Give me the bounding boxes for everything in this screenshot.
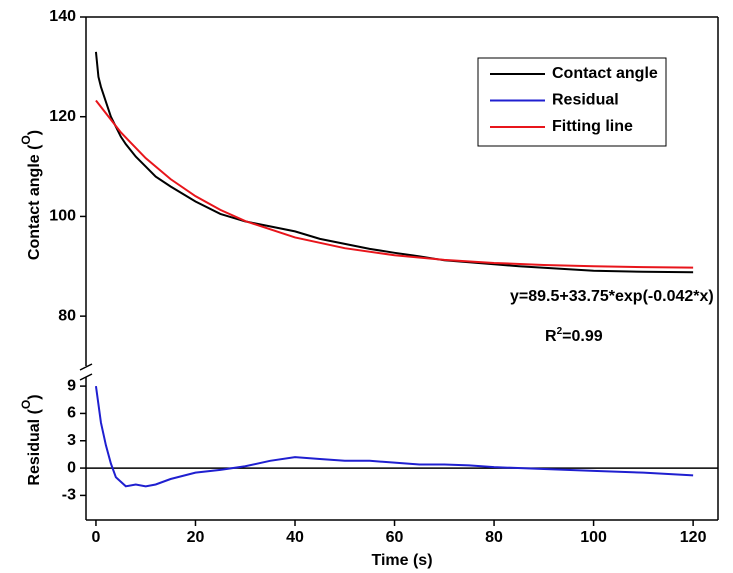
axis-break (79, 363, 93, 381)
frame (85, 16, 719, 521)
y-axis-title: Residual (O) (19, 394, 43, 485)
y-axis-title-text: Residual ( (26, 408, 43, 485)
y-tick-label: 140 (49, 8, 76, 25)
y-tick-label: 0 (67, 459, 76, 476)
x-tick-label: 0 (91, 529, 100, 546)
x-tick-label: 40 (286, 529, 304, 546)
y-axis-title-sup: O (19, 135, 33, 144)
x-tick-label: 20 (187, 529, 205, 546)
equation: y=89.5+33.75*exp(-0.042*x) (510, 288, 714, 305)
x-tick-label: 60 (386, 529, 404, 546)
y-axis-title-text: ) (26, 130, 43, 135)
r2-text: R (545, 328, 557, 345)
y-tick-label: 9 (67, 377, 76, 394)
x-tick-label: 120 (680, 529, 707, 546)
y-tick-label: 100 (49, 208, 76, 225)
series-line (95, 99, 694, 269)
y-tick-label: -3 (62, 487, 76, 504)
y-tick-label: 6 (67, 405, 76, 422)
r2-text: =0.99 (562, 328, 603, 345)
x-tick-label: 100 (580, 529, 607, 546)
r-squared: R2=0.99 (545, 326, 603, 346)
r2-sup: 2 (557, 326, 563, 337)
x-tick-label: 80 (485, 529, 503, 546)
y-axis-title-text: ) (26, 394, 43, 399)
x-axis-title: Time (s) (371, 552, 432, 569)
y-axis-title-text: Contact angle ( (26, 144, 43, 260)
legend-label: Contact angle (552, 65, 658, 82)
y-axis-title: Contact angle (O) (19, 130, 43, 260)
legend-label: Fitting line (552, 118, 633, 135)
y-axis-title-sup: O (19, 400, 33, 409)
y-tick-label: 120 (49, 108, 76, 125)
legend (477, 57, 667, 147)
legend-label: Residual (552, 92, 619, 109)
y-tick-label: 3 (67, 432, 76, 449)
y-tick-label: 80 (58, 307, 76, 324)
series-line (94, 385, 694, 488)
